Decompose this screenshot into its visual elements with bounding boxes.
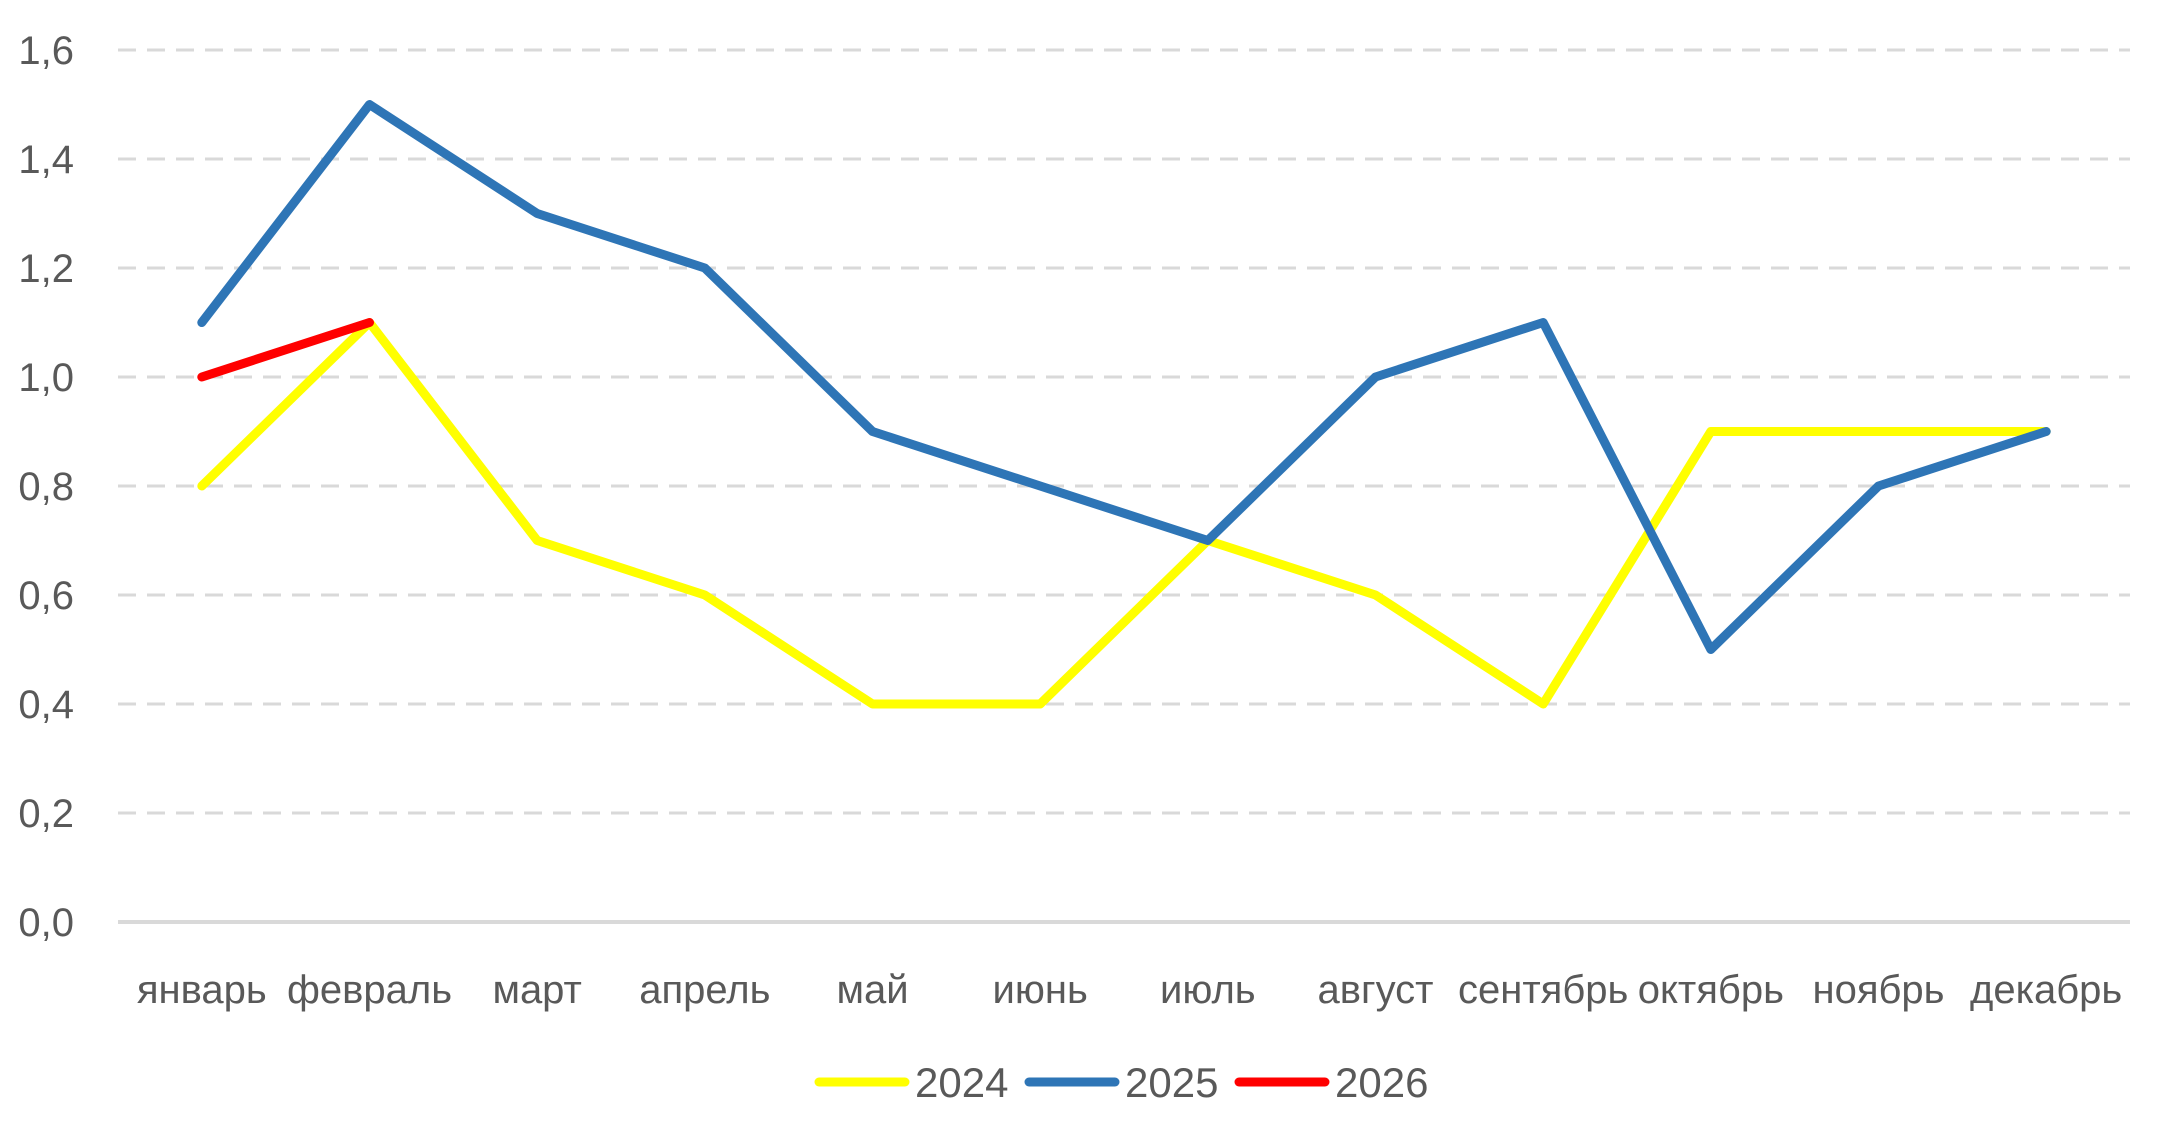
x-tick-label: январь [137, 968, 267, 1012]
x-tick-label: август [1318, 968, 1434, 1012]
legend-item-2025: 2025 [1024, 1059, 1218, 1106]
x-tick-label: сентябрь [1458, 968, 1628, 1012]
y-tick-label: 1,0 [18, 356, 74, 400]
series-line-2025 [197, 100, 2051, 654]
x-tick-label: май [836, 968, 908, 1012]
x-axis-tick-labels: январь февраль март апрель май июнь июль август… [137, 968, 2122, 1012]
y-tick-label: 0,8 [18, 465, 74, 509]
legend-label: 2024 [915, 1059, 1008, 1106]
legend-item-2026: 2026 [1234, 1059, 1428, 1106]
legend-label: 2026 [1335, 1059, 1428, 1106]
series-line-2024 [197, 318, 2051, 709]
legend-label: 2025 [1125, 1059, 1218, 1106]
y-tick-label: 1,2 [18, 247, 74, 291]
x-tick-label: декабрь [1970, 968, 2122, 1012]
series-line-2026 [197, 318, 374, 382]
y-tick-label: 0,4 [18, 683, 74, 727]
y-tick-label: 1,6 [18, 29, 74, 73]
x-tick-label: июль [1160, 968, 1256, 1012]
series-lines [197, 100, 2051, 709]
x-tick-label: ноябрь [1813, 968, 1945, 1012]
x-tick-label: июнь [993, 968, 1088, 1012]
y-tick-label: 0,6 [18, 574, 74, 618]
legend: 2024 2025 2026 [814, 1059, 1428, 1106]
y-axis-tick-labels: 0,0 0,2 0,4 0,6 0,8 1,0 1,2 1,4 1,6 [18, 29, 74, 945]
gridlines [118, 48, 2130, 924]
x-tick-label: март [492, 968, 581, 1012]
legend-item-2024: 2024 [814, 1059, 1008, 1106]
y-tick-label: 0,2 [18, 792, 74, 836]
x-tick-label: апрель [639, 968, 770, 1012]
y-tick-label: 0,0 [18, 901, 74, 945]
x-tick-label: октябрь [1638, 968, 1784, 1012]
y-tick-label: 1,4 [18, 138, 74, 182]
x-tick-label: февраль [287, 968, 452, 1012]
